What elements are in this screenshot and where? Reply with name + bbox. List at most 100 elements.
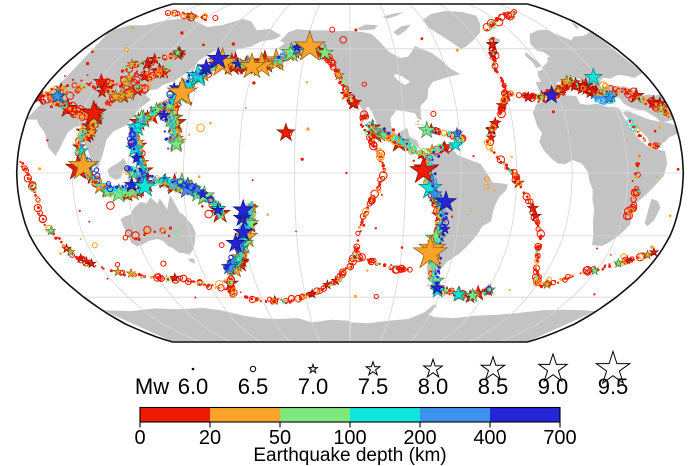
earthquake-dot <box>163 74 167 78</box>
earthquake-dot <box>43 223 46 226</box>
earthquake-dot <box>338 80 342 84</box>
earthquake-circle <box>351 100 358 106</box>
earthquake-dot <box>566 276 569 279</box>
earthquake-dot <box>501 99 505 103</box>
earthquake-dot <box>603 264 607 267</box>
earthquake-dot <box>659 103 662 106</box>
earthquake-dot <box>175 108 178 111</box>
earthquake-star <box>148 52 162 65</box>
earthquake-dot <box>228 260 230 263</box>
earthquake-dot <box>87 134 91 137</box>
legend-mag-label: 7.5 <box>358 374 389 399</box>
earthquake-dot <box>91 50 94 54</box>
colorbar-tick-label: 50 <box>269 427 291 449</box>
earthquake-dot <box>217 211 220 214</box>
earthquake-dot <box>490 149 494 153</box>
earthquake-dot <box>115 185 119 189</box>
earthquake-dot <box>80 140 83 143</box>
earthquake-dot <box>196 188 199 192</box>
earthquake-dot <box>540 95 543 99</box>
earthquake-dot <box>492 53 495 56</box>
earthquake-dot <box>252 81 256 85</box>
earthquake-dot <box>532 210 536 214</box>
earthquake-dot <box>133 173 135 176</box>
earthquake-dot <box>130 127 134 131</box>
earthquake-dot <box>333 279 337 283</box>
earthquake-circle <box>205 283 213 291</box>
earthquake-dot <box>79 143 82 145</box>
earthquake-dot <box>634 193 637 195</box>
earthquake-dot <box>191 280 195 283</box>
earthquake-dot <box>180 31 184 35</box>
earthquake-dot <box>188 133 191 136</box>
earthquake-dot <box>162 54 165 57</box>
earthquake-dot <box>115 83 118 86</box>
earthquake-dot <box>447 130 451 134</box>
earthquake-dot <box>444 133 446 136</box>
earthquake-dot <box>431 271 435 275</box>
earthquake-dot <box>68 252 72 255</box>
earthquake-dot <box>280 298 283 301</box>
earthquake-dot <box>489 147 493 150</box>
earthquake-dot <box>160 104 164 107</box>
earthquake-dot <box>300 157 304 161</box>
earthquake-dot <box>609 254 612 256</box>
earthquake-dot <box>353 294 357 298</box>
earthquake-dot <box>165 275 168 277</box>
earthquake-dot <box>455 48 459 52</box>
earthquake-dot <box>138 167 142 171</box>
earthquake-dot <box>354 28 358 32</box>
earthquake-dot <box>19 160 22 163</box>
earthquake-dot <box>538 281 542 285</box>
earthquake-circle <box>339 35 348 44</box>
earthquake-dot <box>107 101 110 104</box>
earthquake-dot <box>237 254 240 257</box>
earthquake-dot <box>154 176 157 179</box>
earthquake-dot <box>187 74 191 77</box>
earthquake-dot <box>142 119 146 123</box>
earthquake-dot <box>209 121 212 125</box>
earthquake-dot <box>434 131 438 135</box>
earthquake-circle <box>377 176 384 183</box>
colorbar-segment <box>490 407 560 422</box>
earthquake-dot <box>345 171 348 175</box>
earthquake-dot <box>137 238 141 241</box>
earthquake-dot <box>98 182 101 184</box>
earthquake-dot <box>229 275 233 279</box>
world-map <box>15 3 685 343</box>
earthquake-dot <box>239 254 242 257</box>
earthquake-dot <box>103 88 106 91</box>
earthquake-dot <box>80 125 85 129</box>
earthquake-dot <box>437 154 441 158</box>
earthquake-dot <box>594 97 598 101</box>
earthquake-dot <box>266 213 270 216</box>
colorbar-segment <box>210 407 280 422</box>
earthquake-dot <box>80 79 83 82</box>
earthquake-dot <box>214 202 217 205</box>
earthquake-dot <box>343 270 346 273</box>
earthquake-dot <box>197 281 200 284</box>
landmass-anatolia-iran <box>603 85 674 123</box>
earthquake-dot <box>344 90 348 93</box>
landmass-antarctica-east <box>350 304 596 342</box>
earthquake-dot <box>361 119 364 122</box>
earthquake-dot <box>375 262 379 265</box>
earthquake-dot <box>376 186 379 189</box>
earthquake-dot <box>175 171 178 174</box>
landmass-africa <box>532 95 668 246</box>
earthquake-circle <box>212 14 219 22</box>
earthquake-circle <box>506 12 513 19</box>
earthquake-dot <box>329 283 333 287</box>
earthquake-dot <box>80 84 84 88</box>
earthquake-dot <box>402 138 405 141</box>
earthquake-dot <box>166 147 170 150</box>
earthquake-circle <box>266 296 273 302</box>
earthquake-dot <box>134 175 137 178</box>
earthquake-dot <box>661 106 664 109</box>
earthquake-dot <box>128 146 132 149</box>
earthquake-dot <box>483 292 486 295</box>
colorbar-segment <box>420 407 490 422</box>
earthquake-dot <box>77 106 80 109</box>
earthquake-dot <box>498 14 501 17</box>
earthquake-dot <box>189 280 192 283</box>
